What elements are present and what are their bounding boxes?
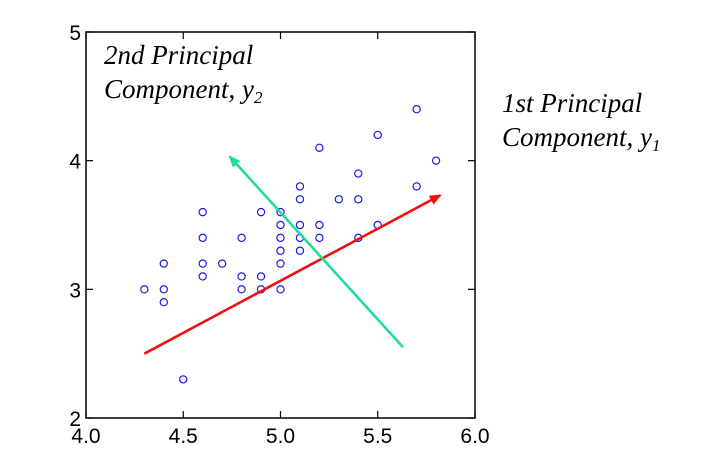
data-point (159, 285, 168, 294)
data-point (237, 272, 246, 281)
data-point (315, 220, 324, 230)
pc1-annotation-line1: 1st Principal (502, 88, 643, 118)
pc2-arrow (228, 155, 404, 349)
data-points (140, 104, 441, 384)
x-tick-label: 6.0 (460, 425, 489, 448)
x-tick-label: 4.5 (169, 425, 198, 448)
data-point (276, 285, 285, 294)
data-point (276, 207, 285, 217)
axis-ticks (85, 31, 476, 419)
data-point (179, 375, 188, 384)
data-point (295, 246, 305, 255)
x-tick-label: 4.0 (71, 425, 100, 448)
data-point (198, 233, 207, 243)
pc1-annotation-line2: Component, y1 (502, 120, 660, 154)
data-point (256, 207, 266, 217)
principal-component-arrows (143, 155, 442, 355)
pc2-annotation: 2nd Principal Component, y2 (104, 38, 262, 106)
pc2-annotation-text: Component, y (104, 74, 254, 104)
data-point (198, 259, 207, 268)
pc1-annotation-text: Component, y (502, 122, 652, 152)
data-point (217, 259, 227, 268)
data-point (412, 182, 421, 191)
data-point (276, 233, 285, 243)
pc2-subscript: 2 (253, 88, 263, 107)
y-tick-label: 3 (69, 279, 81, 302)
data-point (354, 195, 363, 204)
pc2-annotation-line2: Component, y2 (104, 72, 262, 106)
data-point (334, 195, 344, 204)
data-point (159, 298, 168, 307)
axis-tick-labels: 4.0 4.5 5.0 5.5 6.0 2 3 4 5 (69, 22, 489, 448)
data-point (412, 104, 421, 114)
data-point (237, 285, 246, 294)
data-point (276, 259, 285, 268)
data-point (295, 195, 305, 204)
data-point (276, 246, 285, 255)
data-point (295, 182, 305, 191)
data-point (354, 169, 363, 178)
x-tick-label: 5.5 (363, 425, 392, 448)
y-tick-label: 4 (69, 151, 81, 174)
data-point (140, 285, 149, 294)
data-point (315, 143, 324, 152)
pc2-annotation-line1: 2nd Principal (104, 40, 254, 70)
data-point (295, 220, 305, 230)
data-point (256, 272, 266, 281)
x-tick-label: 5.0 (266, 425, 295, 448)
y-tick-label: 5 (69, 22, 81, 45)
data-point (431, 156, 441, 165)
pc1-subscript: 1 (651, 136, 661, 155)
y-tick-label: 2 (69, 408, 81, 431)
data-point (198, 272, 207, 281)
data-point (315, 233, 324, 243)
pc1-annotation: 1st Principal Component, y1 (502, 86, 660, 154)
data-point (159, 259, 168, 268)
data-point (237, 233, 246, 243)
data-point (198, 207, 207, 217)
data-point (373, 130, 382, 140)
pc1-arrow (143, 194, 442, 355)
data-point (276, 220, 285, 230)
